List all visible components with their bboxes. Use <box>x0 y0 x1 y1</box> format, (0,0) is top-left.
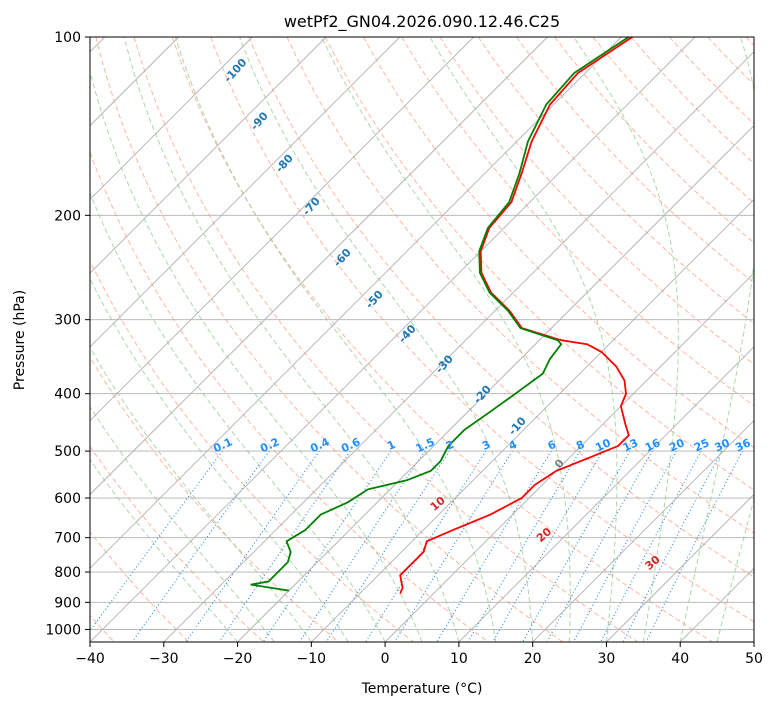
x-tick-label: 40 <box>671 651 689 667</box>
x-tick-label: −40 <box>75 651 105 667</box>
y-tick-label: 800 <box>54 565 81 581</box>
x-tick-label: 30 <box>598 651 616 667</box>
y-axis-label: Pressure (hPa) <box>12 290 28 390</box>
y-tick-label: 700 <box>54 531 81 547</box>
y-tick-label: 500 <box>54 444 81 460</box>
x-tick-label: −10 <box>297 651 327 667</box>
y-tick-label: 400 <box>54 387 81 403</box>
x-tick-label: 50 <box>745 651 763 667</box>
y-tick-label: 100 <box>54 30 81 46</box>
x-tick-label: −30 <box>149 651 179 667</box>
y-tick-label: 900 <box>54 595 81 611</box>
x-tick-label: 10 <box>450 651 468 667</box>
x-tick-label: 20 <box>524 651 542 667</box>
y-tick-label: 600 <box>54 491 81 507</box>
chart-title: wetPf2_GN04.2026.090.12.46.C25 <box>284 12 560 32</box>
x-axis-label: Temperature (°C) <box>361 681 483 697</box>
y-tick-label: 1000 <box>45 622 81 638</box>
y-tick-label: 300 <box>54 313 81 329</box>
y-tick-label: 200 <box>54 208 81 224</box>
x-tick-label: 0 <box>381 651 390 667</box>
x-tick-label: −20 <box>223 651 253 667</box>
